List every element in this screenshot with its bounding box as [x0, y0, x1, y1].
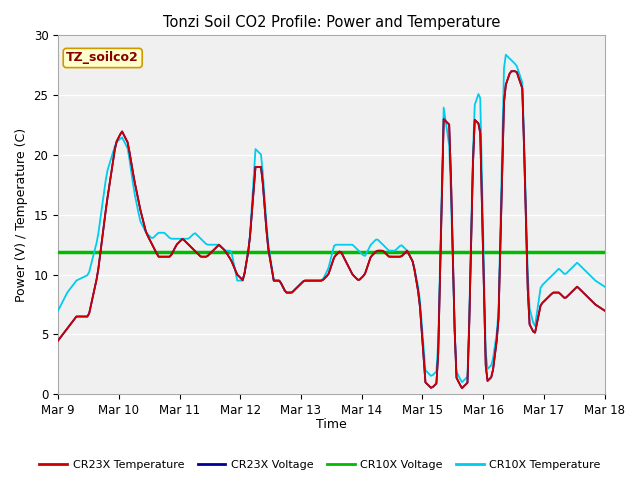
Legend: CR23X Temperature, CR23X Voltage, CR10X Voltage, CR10X Temperature: CR23X Temperature, CR23X Voltage, CR10X … [35, 456, 605, 474]
Y-axis label: Power (V) / Temperature (C): Power (V) / Temperature (C) [15, 128, 28, 302]
X-axis label: Time: Time [316, 419, 347, 432]
Title: Tonzi Soil CO2 Profile: Power and Temperature: Tonzi Soil CO2 Profile: Power and Temper… [163, 15, 500, 30]
Text: TZ_soilco2: TZ_soilco2 [67, 51, 139, 64]
